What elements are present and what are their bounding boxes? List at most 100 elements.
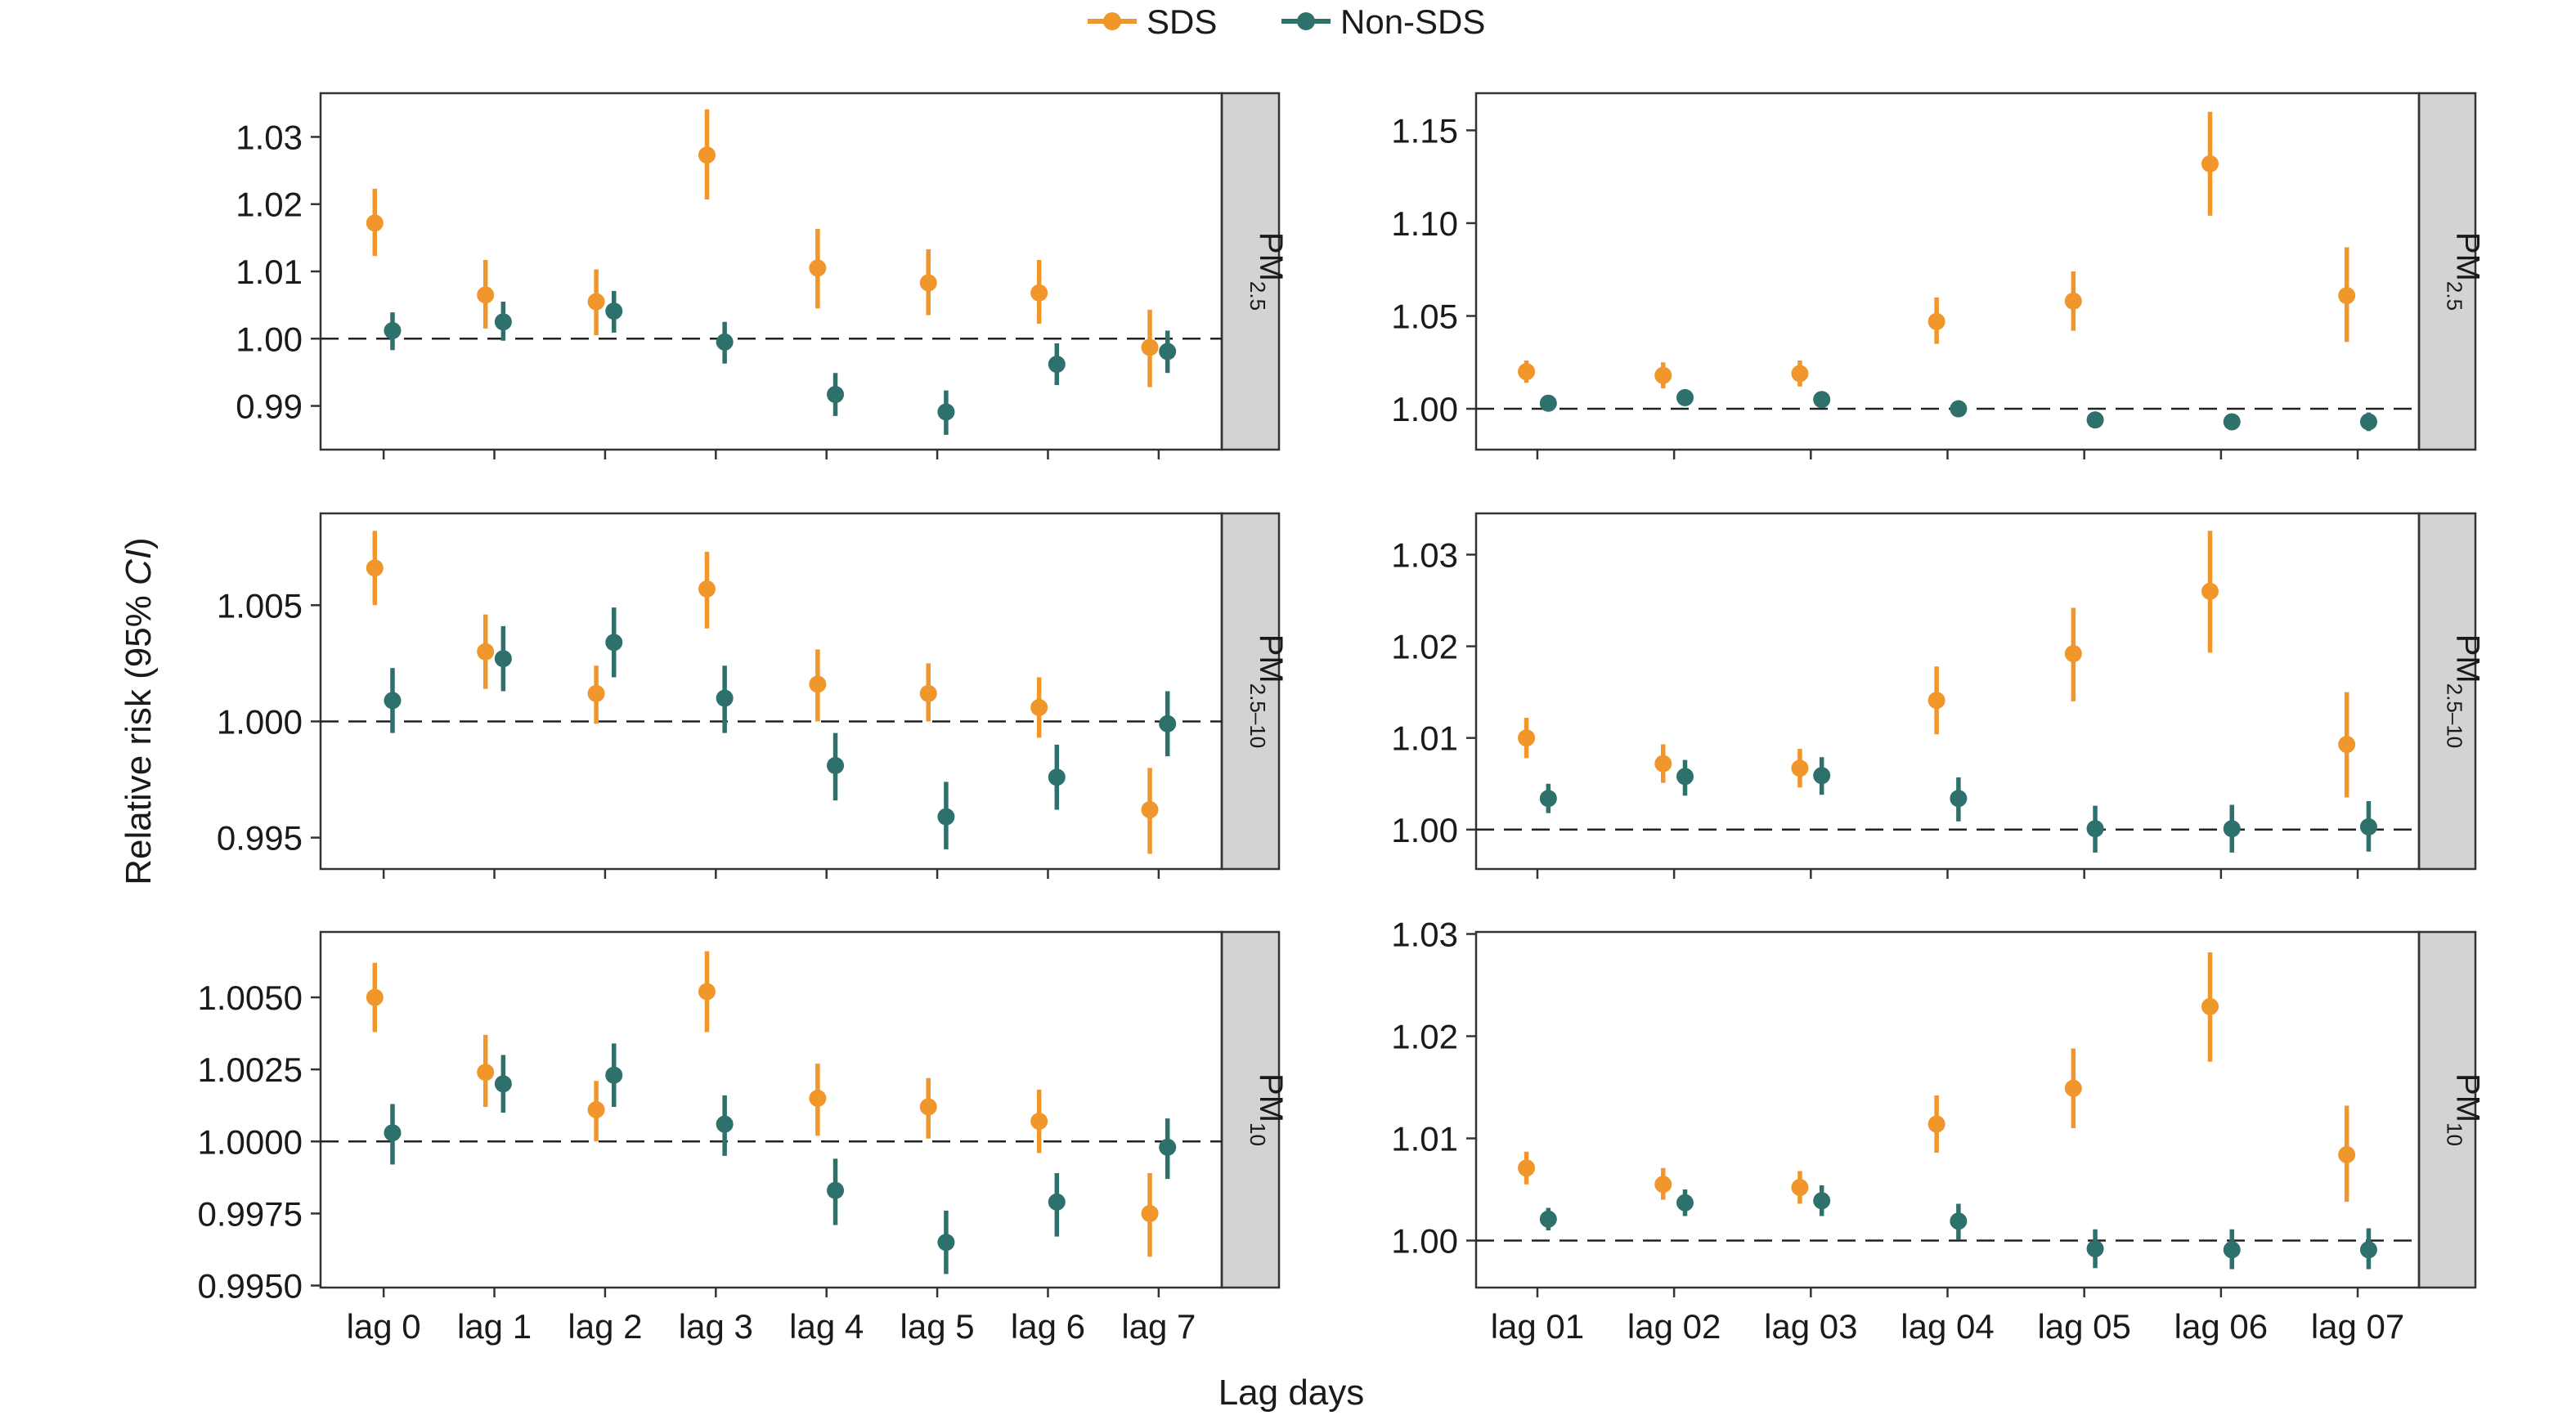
nonsds-point bbox=[1676, 388, 1694, 406]
y-tick-label: 1.00 bbox=[236, 320, 303, 358]
x-tick-label: lag 0 bbox=[347, 1307, 421, 1346]
sds-point bbox=[2201, 582, 2219, 600]
sds-point bbox=[809, 259, 827, 277]
sds-point bbox=[477, 1064, 495, 1082]
sds-point bbox=[1030, 698, 1048, 716]
panel-4: PM2.5–10 1.00 1.01 1.02 1.03 bbox=[1391, 512, 2486, 879]
nonsds-point bbox=[2086, 1240, 2104, 1257]
x-tick-label: lag 6 bbox=[1011, 1307, 1085, 1346]
nonsds-point bbox=[2223, 413, 2241, 431]
nonsds-point bbox=[1676, 1194, 1694, 1212]
nonsds-point bbox=[1813, 767, 1831, 785]
panel-3: PM2.5–10 0.995 1.000 1.005 bbox=[217, 512, 1289, 879]
facet-strip-label: PM10 bbox=[1245, 1073, 1289, 1146]
y-tick-label: 1.00 bbox=[1391, 390, 1458, 428]
y-tick-label: 1.05 bbox=[1391, 298, 1458, 336]
sds-point bbox=[366, 988, 384, 1006]
nonsds-point bbox=[1676, 768, 1694, 786]
sds-point bbox=[1654, 366, 1672, 384]
y-tick-label: 0.9950 bbox=[198, 1267, 303, 1306]
x-tick-label: lag 04 bbox=[1901, 1307, 1994, 1346]
facet-strip-label: PM2.5–10 bbox=[2443, 634, 2486, 749]
nonsds-point bbox=[716, 689, 734, 707]
nonsds-point bbox=[827, 756, 845, 774]
x-tick-label: lag 05 bbox=[2037, 1307, 2130, 1346]
sds-point bbox=[1791, 1179, 1809, 1196]
panel-2: PM2.5 1.00 1.05 1.10 1.15 bbox=[1391, 92, 2486, 459]
legend-nonsds-label: Non-SDS bbox=[1340, 2, 1485, 41]
nonsds-point bbox=[937, 808, 955, 826]
nonsds-point bbox=[494, 1075, 512, 1093]
sds-point bbox=[477, 643, 495, 661]
y-tick-label: 1.02 bbox=[1391, 1018, 1458, 1056]
sds-point bbox=[2338, 1146, 2356, 1163]
sds-point bbox=[1928, 312, 1945, 330]
x-tick-label: lag 06 bbox=[2174, 1307, 2268, 1346]
nonsds-point bbox=[2359, 818, 2377, 835]
sds-point bbox=[2201, 997, 2219, 1015]
nonsds-point bbox=[2223, 1241, 2241, 1259]
sds-point bbox=[919, 1098, 937, 1116]
sds-point bbox=[809, 675, 827, 693]
sds-point bbox=[1928, 692, 1945, 710]
y-tick-label: 0.995 bbox=[217, 819, 303, 858]
y-tick-label: 1.00 bbox=[1391, 1222, 1458, 1261]
y-tick-label: 1.01 bbox=[236, 253, 303, 291]
x-tick-label: lag 5 bbox=[900, 1307, 975, 1346]
sds-point bbox=[1928, 1115, 1945, 1133]
x-tick-label: lag 4 bbox=[789, 1307, 864, 1346]
sds-point bbox=[1791, 759, 1809, 777]
y-tick-label: 1.0025 bbox=[198, 1050, 303, 1089]
sds-point bbox=[1791, 365, 1809, 383]
nonsds-point bbox=[605, 634, 623, 652]
sds-point bbox=[1030, 1113, 1048, 1131]
facet-strip-label: PM2.5 bbox=[2443, 232, 2486, 311]
nonsds-point bbox=[384, 321, 402, 339]
legend-sds-marker bbox=[1103, 12, 1121, 30]
sds-point bbox=[1518, 1159, 1536, 1177]
x-tick-label: lag 1 bbox=[457, 1307, 532, 1346]
nonsds-point bbox=[1950, 1212, 1968, 1230]
nonsds-point bbox=[1048, 1193, 1066, 1211]
nonsds-point bbox=[605, 302, 623, 320]
sds-point bbox=[587, 1101, 605, 1118]
sds-point bbox=[1518, 729, 1536, 747]
nonsds-point bbox=[1539, 1210, 1557, 1228]
facet-strip-label: PM10 bbox=[2443, 1073, 2486, 1146]
sds-point bbox=[1141, 338, 1159, 356]
y-tick-label: 1.10 bbox=[1391, 204, 1458, 243]
nonsds-point bbox=[384, 692, 402, 710]
panel-6: PM10 1.00 1.01 1.02 1.03 lag 01 lag 02 lag 03 la… bbox=[1391, 916, 2485, 1346]
nonsds-point bbox=[605, 1066, 623, 1084]
plot-frame bbox=[1474, 92, 2421, 451]
plot-frame bbox=[319, 92, 1223, 451]
sds-point bbox=[366, 214, 384, 232]
sds-point bbox=[2064, 1079, 2082, 1097]
nonsds-point bbox=[2359, 1241, 2377, 1259]
x-tick-label: lag 07 bbox=[2311, 1307, 2404, 1346]
sds-point bbox=[1654, 1176, 1672, 1194]
nonsds-point bbox=[1048, 768, 1066, 786]
x-tick-label: lag 7 bbox=[1121, 1307, 1196, 1346]
sds-point bbox=[587, 684, 605, 702]
y-tick-label: 1.03 bbox=[1391, 535, 1458, 574]
y-tick-label: 1.15 bbox=[1391, 111, 1458, 150]
y-tick-label: 1.03 bbox=[236, 118, 303, 156]
x-tick-label: lag 02 bbox=[1627, 1307, 1721, 1346]
y-axis-title: Relative risk (95% CI) bbox=[119, 537, 159, 885]
x-tick-label: lag 03 bbox=[1764, 1307, 1857, 1346]
y-tick-label: 1.03 bbox=[1391, 916, 1458, 954]
sds-point bbox=[366, 559, 384, 577]
nonsds-point bbox=[494, 313, 512, 331]
y-tick-label: 1.000 bbox=[217, 702, 303, 741]
y-tick-label: 1.0000 bbox=[198, 1122, 303, 1161]
sds-point bbox=[477, 286, 495, 304]
x-tick-label: lag 2 bbox=[568, 1307, 642, 1346]
y-tick-label: 1.02 bbox=[236, 186, 303, 224]
sds-point bbox=[698, 580, 716, 598]
x-axis-title: Lag days bbox=[1218, 1373, 1365, 1413]
facet-strip bbox=[1220, 930, 1281, 1289]
legend-sds-label: SDS bbox=[1147, 2, 1217, 41]
